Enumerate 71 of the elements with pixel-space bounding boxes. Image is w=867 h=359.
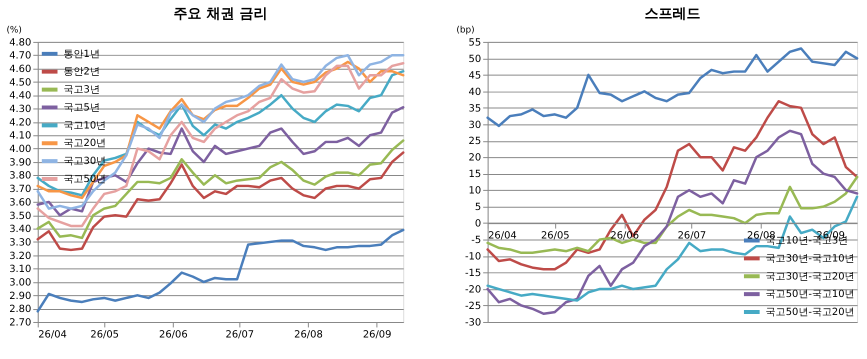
y-tick-label: -20 bbox=[464, 284, 482, 296]
x-tick-label: 26/07 bbox=[226, 329, 254, 340]
legend-label: 국고50년-국고20년 bbox=[766, 307, 855, 318]
y-tick-label: 2.70 bbox=[9, 317, 32, 328]
line-series bbox=[486, 47, 858, 128]
x-tick-label: 26/06 bbox=[159, 329, 188, 340]
y-tick-label: 3.10 bbox=[9, 264, 32, 276]
y-tick-label: -30 bbox=[464, 317, 482, 328]
y-tick-label: 4.80 bbox=[9, 37, 32, 48]
y-tick-label: 45 bbox=[468, 70, 482, 82]
legend-label: 국고30년-국고20년 bbox=[766, 271, 855, 282]
x-tick-label: 26/09 bbox=[362, 329, 392, 340]
y-tick-label: 2.80 bbox=[9, 304, 32, 316]
line-series bbox=[36, 151, 404, 252]
y-tick-label: 20 bbox=[468, 152, 482, 164]
line-series bbox=[486, 130, 858, 315]
y-tick-label: 3.60 bbox=[9, 197, 32, 208]
y-tick-label: 0 bbox=[474, 218, 482, 230]
y-tick-label: 4.70 bbox=[9, 50, 32, 62]
y-tick-label: -5 bbox=[471, 235, 482, 246]
y-tick-label: 4.30 bbox=[9, 104, 32, 116]
line-series bbox=[486, 100, 858, 270]
y-tick-label: 3.40 bbox=[9, 224, 32, 236]
line-series bbox=[36, 228, 404, 313]
y-tick-label: 3.80 bbox=[9, 170, 32, 182]
legend-label: 국고10년 bbox=[64, 120, 106, 132]
y-tick-label: 3.00 bbox=[9, 277, 32, 288]
y-tick-label: 2.90 bbox=[9, 290, 32, 302]
y-tick-label: -10 bbox=[464, 252, 482, 263]
y-tick-label: 4.50 bbox=[9, 77, 32, 88]
y-tick-label: -15 bbox=[464, 268, 482, 280]
y-tick-label: 25 bbox=[468, 136, 482, 148]
x-tick-label: 26/04 bbox=[488, 230, 517, 242]
y-tick-label: 4.60 bbox=[9, 64, 32, 76]
legend-label: 국고50년-국고10년 bbox=[766, 289, 855, 300]
y-tick-label: 3.30 bbox=[9, 237, 32, 248]
x-tick-label: 26/05 bbox=[90, 329, 119, 340]
chart-title: 스프레드 bbox=[644, 6, 700, 22]
line-series bbox=[486, 196, 858, 302]
line-series bbox=[486, 176, 858, 254]
y-axis-title: (bp) bbox=[456, 25, 475, 36]
y-tick-label: 4.10 bbox=[9, 130, 32, 142]
y-tick-label: 4.40 bbox=[9, 90, 32, 102]
y-tick-label: 30 bbox=[468, 120, 482, 131]
y-tick-label: 3.50 bbox=[9, 210, 32, 222]
y-tick-label: 50 bbox=[468, 54, 482, 65]
y-axis-title: (%) bbox=[6, 25, 22, 36]
y-tick-label: -25 bbox=[464, 300, 482, 312]
y-tick-label: 5 bbox=[474, 202, 482, 214]
x-tick-label: 26/08 bbox=[294, 329, 323, 340]
y-tick-label: 3.20 bbox=[9, 250, 32, 262]
y-tick-label: 15 bbox=[468, 169, 482, 180]
chart-title: 주요 채권 금리 bbox=[174, 6, 268, 22]
y-tick-label: 4.20 bbox=[9, 117, 32, 128]
y-tick-label: 10 bbox=[468, 186, 482, 197]
y-tick-label: 35 bbox=[468, 103, 482, 114]
line-series bbox=[36, 139, 404, 240]
legend-label: 국고5년 bbox=[64, 102, 100, 114]
x-tick-label: 26/05 bbox=[540, 230, 570, 242]
legend-label: 통안2년 bbox=[64, 66, 100, 78]
y-tick-label: 55 bbox=[468, 37, 482, 48]
y-tick-label: 4.00 bbox=[9, 144, 32, 156]
legend-label: 국고20년 bbox=[64, 138, 106, 150]
y-tick-label: 3.70 bbox=[9, 184, 32, 196]
x-tick-label: 26/07 bbox=[678, 230, 706, 242]
x-tick-label: 26/04 bbox=[38, 329, 67, 340]
y-tick-label: 40 bbox=[468, 86, 482, 98]
legend-label: 국고30년-국고10년 bbox=[766, 253, 855, 264]
y-tick-label: 3.90 bbox=[9, 157, 32, 168]
legend-label: 국고3년 bbox=[64, 84, 100, 96]
legend-label: 통안1년 bbox=[64, 48, 100, 60]
